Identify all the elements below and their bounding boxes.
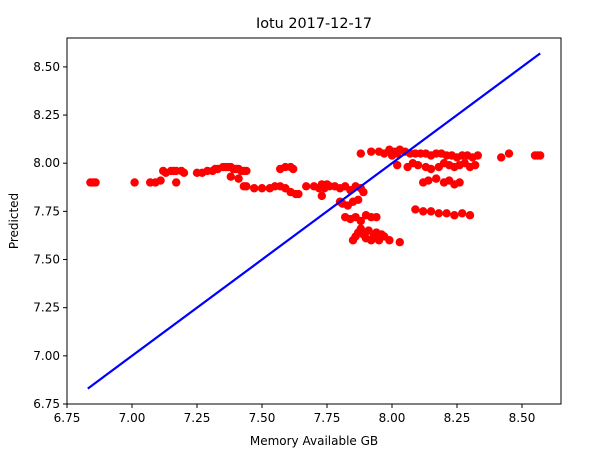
y-tick-label: 7.25 — [33, 301, 60, 315]
x-tick-label: 8.50 — [509, 411, 536, 425]
data-point — [242, 166, 251, 176]
y-tick-label: 7.75 — [33, 204, 60, 218]
data-point — [172, 178, 181, 187]
x-tick-label: 8.25 — [444, 411, 471, 425]
data-point — [372, 212, 381, 222]
line-layer — [87, 52, 541, 390]
data-point — [364, 226, 373, 235]
data-point — [426, 207, 436, 216]
data-point — [434, 209, 443, 218]
data-point — [426, 164, 436, 174]
data-point — [473, 151, 482, 160]
data-point — [242, 182, 251, 191]
data-point — [536, 151, 545, 160]
data-point — [226, 172, 235, 181]
data-point — [250, 184, 259, 193]
y-tick-label: 8.50 — [33, 60, 60, 74]
y-tick-label: 7.00 — [33, 349, 60, 363]
data-point — [419, 207, 428, 216]
y-axis-ticks: 6.75 7.00 7.25 7.50 7.75 8.00 8.25 8.50 — [33, 60, 67, 411]
data-point — [356, 216, 365, 226]
x-tick-label: 7.50 — [249, 411, 276, 425]
x-tick-label: 6.75 — [54, 411, 81, 425]
data-point — [395, 237, 404, 247]
data-point — [322, 180, 332, 189]
x-axis-ticks: 6.75 7.00 7.25 7.50 7.75 8.00 8.25 8.50 — [54, 404, 536, 425]
x-tick-label: 7.25 — [184, 411, 211, 425]
x-axis-label: Memory Available GB — [250, 434, 378, 448]
y-tick-label: 8.25 — [33, 108, 60, 122]
data-point — [367, 147, 376, 156]
reference-line — [87, 52, 541, 390]
data-point — [450, 211, 459, 220]
data-point — [91, 178, 100, 187]
data-point — [471, 160, 480, 170]
y-tick-label: 8.00 — [33, 156, 60, 170]
y-tick-label: 7.50 — [33, 253, 60, 267]
chart-title: Iotu 2017-12-17 — [256, 16, 372, 32]
data-point — [257, 184, 267, 193]
x-tick-label: 7.75 — [314, 411, 341, 425]
data-point — [302, 182, 311, 191]
data-point — [179, 168, 189, 178]
data-point — [356, 149, 365, 158]
data-point — [234, 174, 243, 183]
data-point — [455, 178, 464, 187]
y-axis-label: Predicted — [7, 193, 21, 249]
y-tick-label: 6.75 — [33, 397, 60, 411]
data-point — [156, 176, 165, 185]
data-point — [442, 209, 451, 218]
data-point — [504, 149, 514, 158]
data-point — [411, 205, 420, 214]
points-layer — [86, 145, 545, 247]
data-point — [130, 178, 139, 187]
x-tick-label: 7.00 — [119, 411, 146, 425]
data-point — [424, 176, 433, 185]
data-point — [385, 236, 394, 245]
data-point — [432, 174, 441, 183]
data-point — [294, 189, 303, 199]
data-point — [413, 160, 423, 170]
plot-frame — [66, 37, 562, 405]
data-point — [465, 211, 475, 220]
data-point — [289, 164, 298, 174]
data-point — [497, 153, 506, 162]
data-point — [393, 160, 402, 170]
data-point — [458, 209, 467, 218]
data-point — [317, 191, 326, 201]
data-point — [354, 195, 363, 205]
data-point — [359, 187, 368, 197]
x-tick-label: 8.00 — [379, 411, 406, 425]
